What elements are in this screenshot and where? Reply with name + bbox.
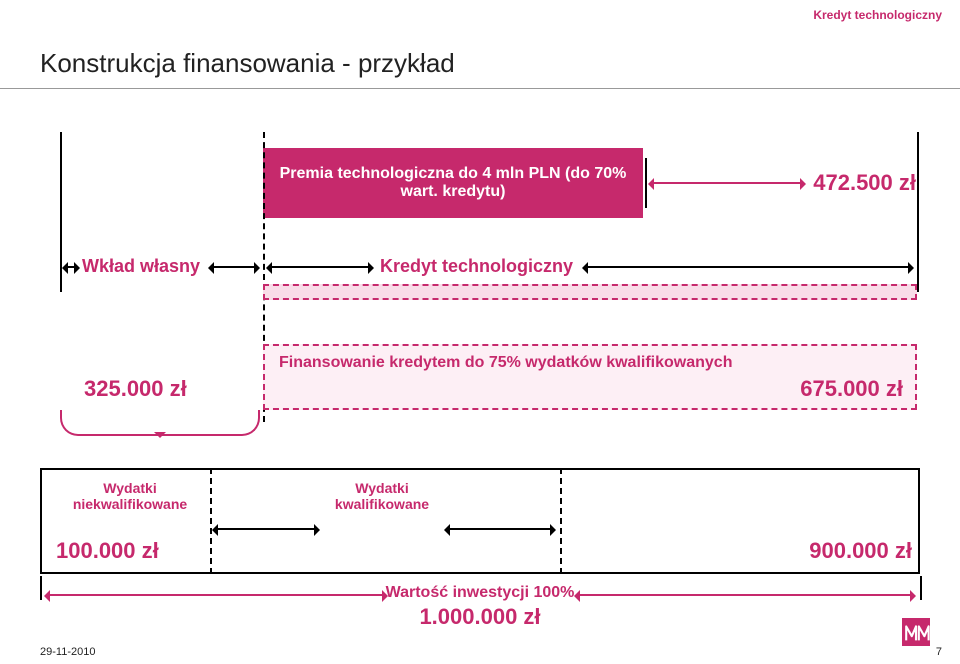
kredyt-label: Kredyt technologiczny — [380, 256, 573, 277]
page-title: Konstrukcja finansowania - przykład — [40, 48, 455, 79]
arrow-premia-value — [650, 182, 804, 184]
brace-325 — [60, 410, 260, 436]
footer-date: 29-11-2010 — [40, 646, 95, 658]
finansowanie-text: Finansowanie kredytem do 75% wydatków kw… — [279, 354, 901, 372]
premia-box: Premia technologiczna do 4 mln PLN (do 7… — [263, 148, 643, 218]
arrow-wklad-right — [210, 266, 258, 268]
finansowanie-box: Finansowanie kredytem do 75% wydatków kw… — [263, 344, 917, 410]
arrow-wk-left — [214, 528, 318, 530]
premia-value: 472.500 zł — [813, 170, 916, 196]
title-underline — [0, 88, 960, 89]
logo-icon — [902, 618, 930, 646]
finansowanie-value: 675.000 zł — [800, 376, 903, 402]
slide: Kredyt technologiczny Konstrukcja finans… — [0, 0, 960, 664]
total-label: Wartość inwestycji 100% — [386, 584, 575, 602]
tick-box-1 — [210, 468, 212, 574]
premia-text: Premia technologiczna do 4 mln PLN (do 7… — [265, 165, 641, 201]
wydatki-kwal-label: Wydatki kwalifikowane — [322, 480, 442, 512]
arrow-wk-right — [446, 528, 554, 530]
wydatki-niekwal-label: Wydatki niekwalifikowane — [70, 480, 190, 512]
page-number: 7 — [936, 646, 942, 658]
header-right: Kredyt technologiczny — [813, 8, 942, 22]
arrow-kredyt-left — [268, 266, 372, 268]
wklad-label: Wkład własny — [82, 256, 200, 277]
value-900: 900.000 zł — [809, 538, 912, 564]
arrow-kredyt-right — [584, 266, 912, 268]
arrow-total-left — [46, 594, 386, 596]
total-value: 1.000.000 zł — [419, 604, 540, 630]
tick-box-2 — [560, 468, 562, 574]
arrow-total-right — [576, 594, 914, 596]
value-100: 100.000 zł — [56, 538, 159, 564]
value-325: 325.000 zł — [84, 376, 187, 402]
kredyt-bar — [263, 284, 917, 300]
arrow-wklad-left — [64, 266, 78, 268]
